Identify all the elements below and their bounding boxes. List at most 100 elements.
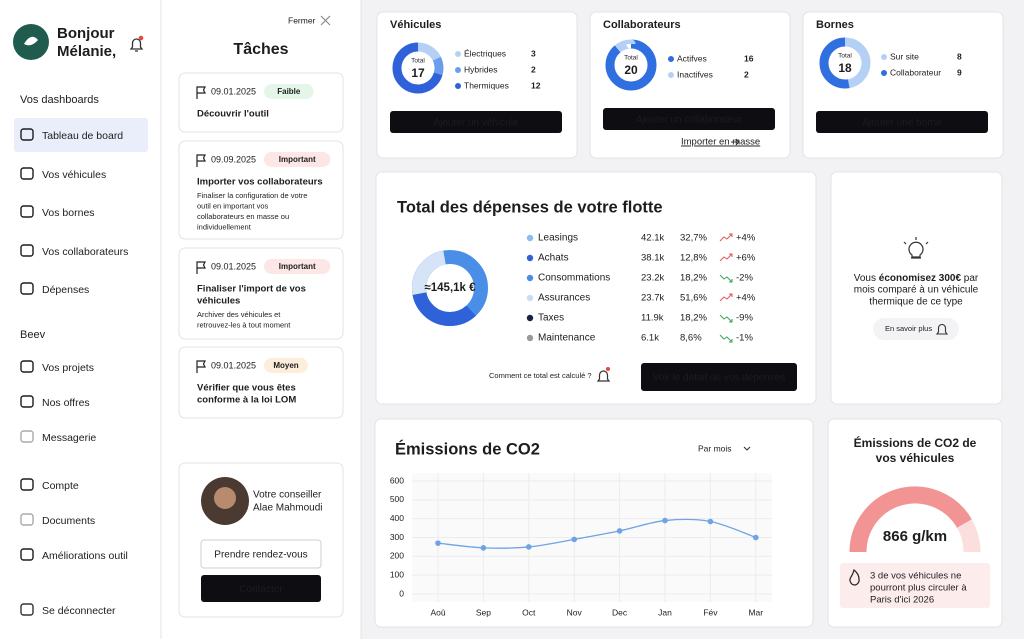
trend-icon — [719, 293, 733, 302]
button[interactable] — [200, 539, 322, 569]
legend-dot — [526, 334, 534, 342]
x-tick-label: Nov — [567, 607, 583, 617]
info-link[interactable]: Comment ce total est calculé ? — [489, 371, 592, 380]
x-tick-label: Aoû — [430, 607, 445, 617]
expense-share: 18,2% — [680, 313, 707, 324]
legend-dot — [526, 274, 534, 282]
priority-label: Important — [279, 262, 316, 271]
task-date: 09.01.2025 — [211, 360, 256, 370]
button[interactable] — [390, 111, 562, 133]
nav-item[interactable]: Documents — [42, 515, 95, 527]
button-label[interactable]: Ajouter un véhicule — [433, 118, 518, 129]
task-date: 09.01.2025 — [211, 86, 256, 96]
greeting: Bonjour — [57, 25, 115, 42]
savings-text: économisez 300€ — [879, 273, 962, 284]
legend-value: 3 — [531, 48, 536, 58]
nav-item[interactable]: Dépenses — [42, 284, 89, 296]
task-card — [178, 72, 344, 133]
icon — [20, 205, 34, 218]
notification-dot — [606, 367, 610, 371]
expense-share: 8,6% — [680, 333, 702, 344]
advisor-name: Alae Mahmoudi — [253, 503, 322, 514]
nav-item[interactable]: Vos projets — [42, 362, 94, 374]
nav-item[interactable]: Améliorations outil — [42, 550, 128, 562]
co2-line — [437, 518, 757, 549]
button-label[interactable]: Voir le détail de vos dépenses — [653, 373, 786, 384]
expense-name: Leasings — [538, 233, 578, 244]
expenses-title: Total des dépenses de votre flotte — [397, 198, 663, 216]
legend-value: 8 — [957, 51, 962, 61]
nav-item[interactable]: Messagerie — [42, 432, 96, 444]
button-label[interactable]: Ajouter un collaborateur — [636, 115, 743, 126]
button[interactable] — [641, 363, 797, 391]
y-tick-label: 400 — [390, 513, 404, 523]
legend-dot — [526, 294, 534, 302]
nav-item[interactable]: Tableau de board — [42, 130, 123, 142]
nav-item[interactable]: Vos véhicules — [42, 169, 106, 181]
import-link[interactable]: Importer en masse — [681, 137, 760, 148]
task-description: collaborateurs en masse ou — [197, 212, 289, 221]
trend-icon — [719, 334, 733, 343]
x-tick-label: Sep — [476, 607, 491, 617]
icon — [20, 548, 34, 561]
gauge-value: 866 g/km — [883, 528, 947, 545]
logout[interactable]: Se déconnecter — [42, 605, 116, 617]
gauge-title: Émissions de CO2 de — [854, 435, 977, 450]
button[interactable] — [603, 108, 775, 130]
flame-icon — [849, 568, 860, 586]
total-label: Total — [624, 55, 638, 62]
legend-label: Sur site — [890, 51, 919, 61]
expense-share: 18,2% — [680, 273, 707, 284]
expense-trend: -1% — [736, 333, 753, 344]
task-title: conforme à la loi LOM — [197, 395, 296, 406]
expense-amount: 23.7k — [641, 293, 664, 304]
nav-item[interactable]: Compte — [42, 480, 79, 492]
nav-item[interactable]: Nos offres — [42, 397, 90, 409]
period-select[interactable]: Par mois — [698, 443, 732, 453]
legend-dot — [881, 70, 887, 76]
savings-text: mois comparé à un véhicule — [854, 285, 979, 296]
co2-point — [616, 528, 623, 534]
button[interactable] — [201, 575, 321, 602]
priority-label: Moyen — [273, 361, 298, 370]
icon — [20, 603, 34, 616]
button-label[interactable]: Ajouter une borne — [862, 118, 942, 129]
total-label: Total — [838, 53, 852, 60]
section-title: Beev — [20, 329, 46, 341]
total-label: Total — [411, 58, 425, 65]
total-value: 20 — [624, 63, 638, 77]
legend-value: 2 — [744, 69, 749, 79]
tasks-title: Tâches — [233, 41, 288, 58]
trend-icon — [719, 253, 733, 262]
icon — [20, 167, 34, 180]
bell-icon[interactable] — [129, 38, 144, 52]
flag-icon — [196, 261, 206, 274]
task-title: Finaliser l'import de vos — [197, 284, 306, 295]
nav-item[interactable]: Vos collaborateurs — [42, 246, 128, 258]
legend-value: 12 — [531, 80, 541, 90]
button-label[interactable]: En savoir plus — [885, 324, 932, 333]
donut-segment — [605, 39, 657, 91]
expense-name: Assurances — [538, 293, 590, 304]
x-tick-label: Oct — [522, 607, 536, 617]
priority-badge — [264, 152, 331, 167]
donut-segment — [392, 42, 444, 94]
total-value: 17 — [411, 66, 425, 80]
x-tick-label: Dec — [612, 607, 628, 617]
task-title: Découvrir l'outil — [197, 109, 269, 120]
expense-amount: 6.1k — [641, 333, 659, 344]
expense-trend: -2% — [736, 273, 753, 284]
task-title: Vérifier que vous êtes — [197, 383, 296, 394]
task-title: véhicules — [197, 296, 240, 307]
expense-amount: 38.1k — [641, 253, 664, 264]
close-button[interactable]: Fermer — [288, 15, 316, 25]
trend-icon — [719, 233, 733, 242]
gauge-fill — [849, 486, 972, 553]
legend-dot — [526, 314, 534, 322]
button-label[interactable]: Prendre rendez-vous — [214, 550, 307, 561]
button[interactable] — [816, 111, 988, 133]
legend-dot — [668, 56, 674, 62]
nav-item[interactable]: Vos bornes — [42, 207, 95, 219]
button-label[interactable]: Contacter — [239, 584, 283, 595]
